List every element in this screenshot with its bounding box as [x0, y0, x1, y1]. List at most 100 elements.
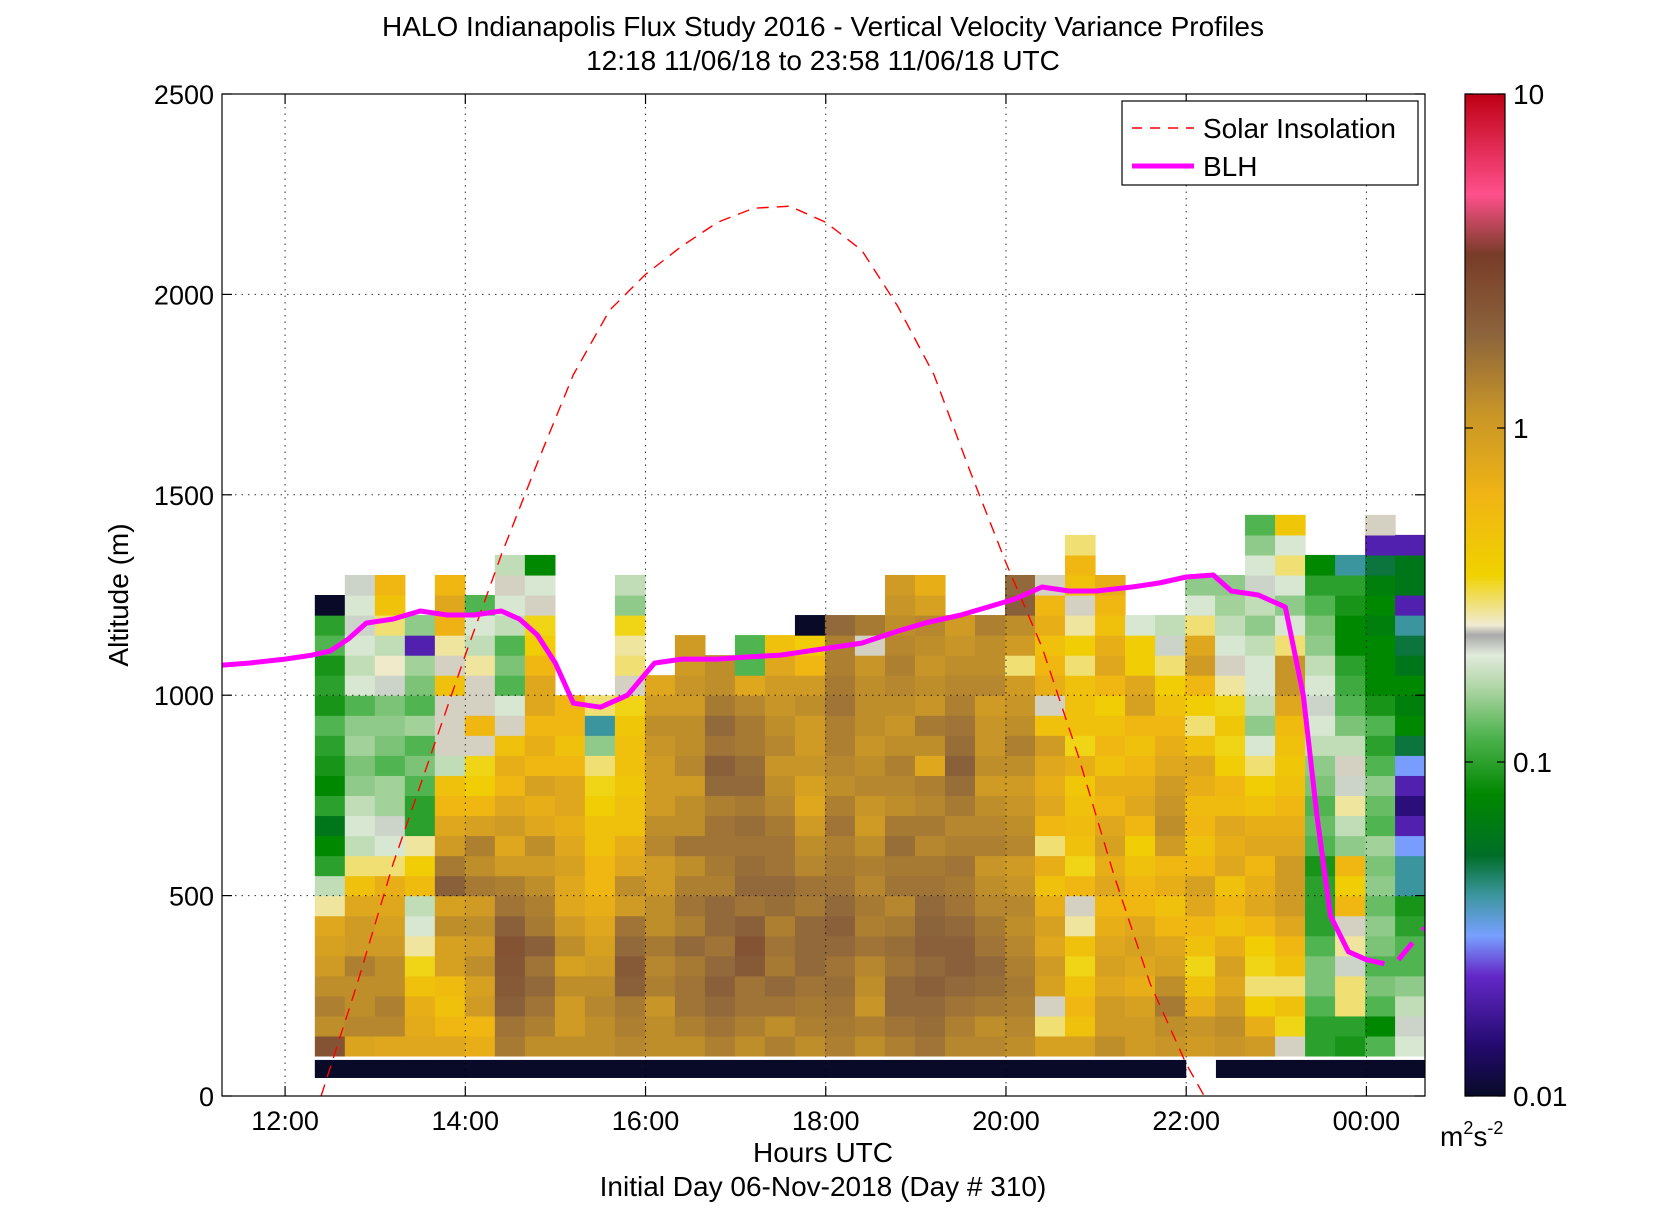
heatmap-cell	[734, 915, 766, 937]
heatmap-cell	[404, 895, 436, 917]
heatmap-cell	[644, 815, 676, 837]
heatmap-cell	[1305, 915, 1336, 937]
heatmap-cell	[494, 995, 526, 1017]
heatmap-cell	[1125, 895, 1156, 917]
heatmap-cell	[764, 1035, 796, 1057]
heatmap-cell	[1095, 975, 1126, 997]
heatmap-cell	[1245, 615, 1276, 636]
heatmap-cell	[344, 655, 376, 676]
heatmap-cell	[1425, 795, 1456, 816]
colorbar-tick-label: 1	[1513, 413, 1529, 444]
heatmap-cell	[584, 1015, 616, 1037]
heatmap-cell	[494, 895, 526, 917]
heatmap-cell	[1125, 755, 1156, 776]
heatmap-cell	[404, 655, 436, 676]
x-tick-label: 18:00	[792, 1106, 860, 1136]
heatmap-cell	[404, 935, 436, 957]
heatmap-cell	[794, 855, 826, 877]
heatmap-cell	[1365, 735, 1396, 756]
heatmap-cell	[1065, 875, 1096, 897]
heatmap-cell	[1185, 775, 1216, 796]
heatmap-cell	[1275, 1015, 1306, 1037]
heatmap-cell	[1065, 995, 1096, 1017]
x-tick-label: 22:00	[1152, 1106, 1220, 1136]
heatmap-cell	[524, 655, 556, 676]
heatmap-cell	[434, 875, 466, 897]
heatmap-cell	[794, 875, 826, 897]
heatmap-cell	[614, 915, 646, 937]
heatmap-cell	[614, 975, 646, 997]
heatmap-cell	[1095, 695, 1126, 716]
heatmap-cell	[464, 1015, 496, 1037]
heatmap-cell	[1185, 715, 1216, 736]
heatmap-cell	[374, 935, 406, 957]
heatmap-cell	[644, 1015, 676, 1037]
heatmap-cell	[794, 975, 826, 997]
heatmap-cell	[1215, 995, 1246, 1017]
heatmap-cell	[1215, 1015, 1246, 1037]
heatmap-cell	[764, 975, 796, 997]
heatmap-cell	[404, 875, 436, 897]
heatmap-cell	[884, 995, 916, 1017]
heatmap-cell	[974, 915, 1006, 937]
legend-solar-label: Solar Insolation	[1203, 113, 1396, 144]
heatmap-cell	[1305, 554, 1336, 576]
heatmap-cell	[1275, 534, 1306, 556]
heatmap-cell	[1395, 835, 1425, 857]
heatmap-cell	[644, 935, 676, 957]
heatmap-cell	[314, 975, 346, 997]
heatmap-cell	[1215, 975, 1246, 997]
heatmap-cell	[1065, 695, 1096, 716]
heatmap-cell	[1395, 534, 1425, 556]
heatmap-cell	[1245, 1035, 1276, 1057]
heatmap-cell	[764, 915, 796, 937]
heatmap-cell	[1395, 795, 1425, 817]
heatmap-cell	[1395, 695, 1425, 716]
heatmap-cell	[524, 675, 556, 696]
heatmap-cell	[854, 795, 886, 817]
heatmap-cell	[1395, 735, 1425, 756]
heatmap-cell	[344, 1035, 376, 1057]
heatmap-cell	[974, 1035, 1006, 1057]
heatmap-cell	[854, 1035, 886, 1057]
heatmap-cell	[1095, 735, 1126, 756]
heatmap-cell	[1245, 855, 1276, 877]
heatmap-cell	[1425, 655, 1456, 676]
heatmap-cell	[374, 715, 406, 736]
heatmap-cell	[1095, 815, 1126, 837]
heatmap-cell	[794, 675, 826, 696]
heatmap-cell	[854, 675, 886, 696]
heatmap-cell	[1365, 995, 1396, 1017]
heatmap-cell	[1185, 755, 1216, 776]
heatmap-cell	[524, 595, 556, 616]
heatmap-cell	[314, 715, 346, 736]
heatmap-cell	[1365, 895, 1396, 917]
heatmap-cell	[1245, 995, 1276, 1017]
heatmap-cell	[944, 935, 976, 957]
heatmap-cell	[464, 835, 496, 857]
heatmap-cell	[1395, 975, 1425, 997]
heatmap-cell	[704, 695, 736, 716]
heatmap-cell	[374, 595, 406, 616]
heatmap-cell	[344, 955, 376, 977]
heatmap-cell	[944, 655, 976, 676]
heatmap-cell	[794, 935, 826, 957]
heatmap-cell	[1095, 615, 1126, 636]
heatmap-cell	[1065, 975, 1096, 997]
heatmap-cell	[1425, 755, 1456, 776]
heatmap-cell	[1065, 595, 1096, 616]
heatmap-cell	[854, 935, 886, 957]
heatmap-cell	[764, 735, 796, 756]
heatmap-cell	[1125, 655, 1156, 676]
heatmap-cell	[554, 695, 586, 716]
heatmap-cell	[674, 1015, 706, 1037]
heatmap-cell	[344, 835, 376, 857]
heatmap-cell	[1125, 715, 1156, 736]
heatmap-cell	[974, 895, 1006, 917]
heatmap-cell	[764, 635, 796, 656]
heatmap-cell	[914, 935, 946, 957]
heatmap-cell	[854, 915, 886, 937]
heatmap-cell	[1275, 815, 1306, 837]
heatmap-cell	[1065, 655, 1096, 676]
heatmap-cell	[704, 835, 736, 857]
